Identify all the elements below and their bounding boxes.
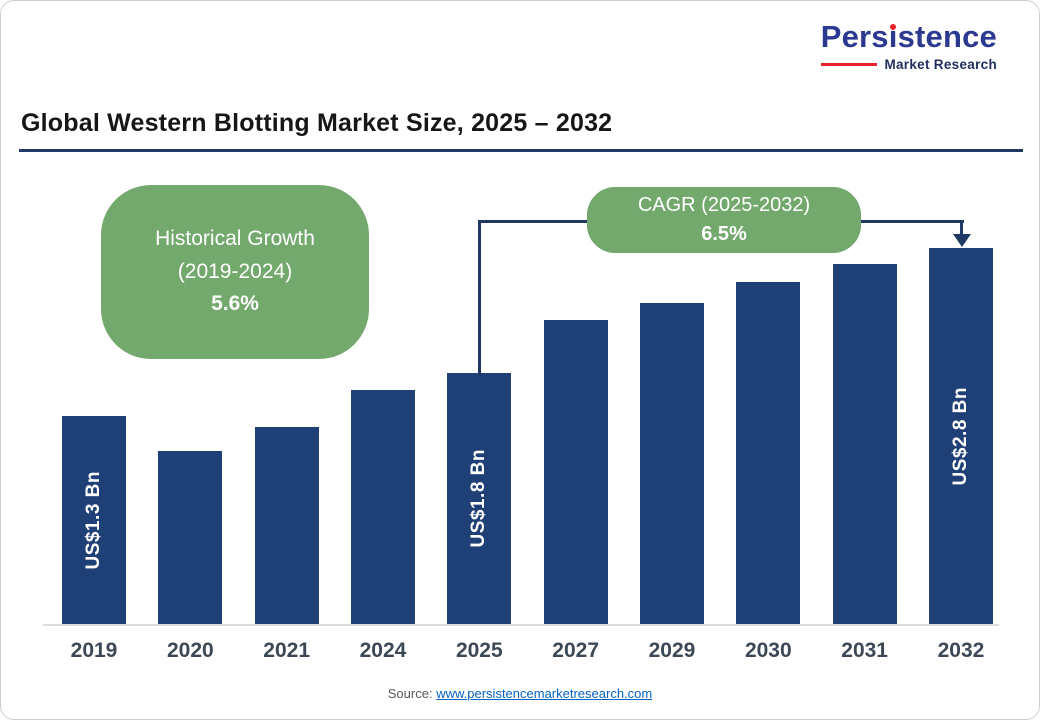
historical-growth-value: 5.6% bbox=[211, 292, 259, 316]
cagr-connector-right bbox=[960, 220, 963, 235]
pmr-logo: Persı stence Market Research bbox=[820, 19, 997, 72]
x-axis-label-2025: 2025 bbox=[455, 639, 503, 662]
bar-2029 bbox=[639, 303, 704, 624]
bar-2024 bbox=[350, 390, 415, 624]
cagr-connector-left bbox=[478, 220, 481, 376]
bar-2025: US$1.8 Bn bbox=[447, 373, 512, 624]
bar-chart: US$1.3 Bn US$1.8 Bn US$2.8 Bn bbox=[62, 224, 993, 624]
historical-growth-line1: Historical Growth bbox=[155, 227, 315, 251]
bar-2032: US$2.8 Bn bbox=[928, 248, 993, 624]
historical-growth-callout: Historical Growth (2019-2024) 5.6% bbox=[101, 185, 369, 359]
historical-growth-line2: (2019-2024) bbox=[177, 259, 293, 283]
x-axis-label-2032: 2032 bbox=[937, 639, 985, 662]
x-axis-line bbox=[43, 624, 999, 626]
bar-2027 bbox=[543, 320, 608, 624]
x-axis-labels: 2019 2020 2021 2024 2025 2027 2029 2030 2031 2032 bbox=[62, 639, 993, 663]
x-axis-label-2019: 2019 bbox=[70, 639, 118, 662]
x-axis-label-2030: 2030 bbox=[744, 639, 792, 662]
bar-value-label-2019: US$1.3 Bn bbox=[83, 470, 104, 570]
bar-2021 bbox=[254, 427, 319, 624]
x-axis-label-2027: 2027 bbox=[552, 639, 599, 662]
cagr-arrow-down-icon bbox=[953, 234, 971, 247]
x-axis-label-2021: 2021 bbox=[263, 639, 311, 662]
bar-value-label-2032: US$2.8 Bn bbox=[949, 386, 971, 486]
bar-2019: US$1.3 Bn bbox=[62, 416, 126, 624]
cagr-line1: CAGR (2025-2032) bbox=[637, 194, 811, 216]
x-axis-label-2020: 2020 bbox=[166, 639, 214, 662]
source-line: Source: www.persistencemarketresearch.co… bbox=[1, 686, 1039, 701]
logo-i-dot bbox=[889, 24, 896, 30]
logo-subline: Market Research bbox=[820, 56, 997, 72]
cagr-callout: CAGR (2025-2032) 6.5% bbox=[587, 187, 861, 253]
source-label: Source: bbox=[387, 686, 433, 701]
page-title: Global Western Blotting Market Size, 202… bbox=[21, 109, 613, 137]
x-axis-label-2029: 2029 bbox=[648, 639, 696, 662]
bar-value-label-2025: US$1.8 Bn bbox=[468, 449, 490, 548]
x-axis-label-2031: 2031 bbox=[841, 639, 888, 662]
title-underline bbox=[19, 149, 1023, 152]
cagr-value: 6.5% bbox=[701, 223, 747, 245]
bar-2020 bbox=[158, 451, 223, 624]
bar-2030 bbox=[736, 282, 801, 624]
bar-2031 bbox=[832, 264, 897, 624]
x-axis-label-2024: 2024 bbox=[359, 639, 407, 662]
logo-tagline: Market Research bbox=[884, 56, 997, 72]
logo-red-accent bbox=[820, 62, 878, 66]
logo-name: Persı stence bbox=[820, 19, 997, 54]
source-link[interactable]: www.persistencemarketresearch.com bbox=[436, 686, 653, 701]
